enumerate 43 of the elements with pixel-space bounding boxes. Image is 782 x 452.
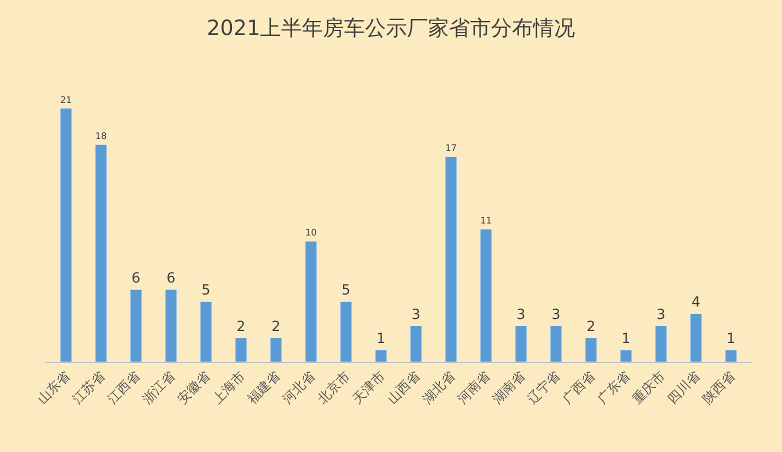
bar (234, 338, 248, 362)
bar (164, 289, 178, 362)
data-label: 21 (60, 96, 72, 106)
data-label: 2 (586, 318, 596, 335)
bar (200, 301, 212, 362)
data-label: 1 (376, 330, 386, 347)
data-label: 11 (480, 216, 492, 227)
data-label: 17 (445, 144, 457, 154)
bar (444, 156, 458, 362)
data-label: 5 (202, 282, 210, 299)
bar (654, 326, 668, 362)
data-label: 3 (412, 306, 420, 323)
bar (480, 228, 492, 362)
data-label: 1 (622, 330, 630, 347)
bar (304, 240, 318, 362)
bar (130, 289, 142, 362)
bar (340, 301, 352, 362)
data-label: 10 (305, 228, 317, 239)
data-label: 3 (656, 306, 666, 323)
data-label: 2 (272, 318, 280, 335)
bar (584, 338, 598, 362)
data-label: 3 (552, 306, 560, 323)
bar (270, 338, 282, 362)
data-label: 5 (342, 282, 350, 299)
chart-title: 2021上半年房车公示厂家省市分布情况 (206, 16, 576, 40)
data-label: 2 (236, 318, 246, 335)
bar (724, 350, 738, 362)
bar (550, 326, 562, 362)
data-label: 4 (691, 294, 700, 311)
bar (620, 350, 632, 362)
x-tick-label: 陕西省 (700, 368, 738, 408)
data-label: 6 (132, 270, 140, 287)
data-label: 18 (95, 132, 107, 142)
x-tick-label: 重庆市 (630, 368, 668, 408)
data-label: 3 (516, 306, 526, 323)
bar (514, 326, 528, 362)
bar (690, 313, 702, 362)
data-label: 1 (726, 330, 736, 347)
bar (374, 350, 388, 362)
bar (94, 144, 108, 362)
bar (60, 108, 72, 362)
data-label: 6 (166, 270, 176, 287)
bar (410, 326, 422, 362)
